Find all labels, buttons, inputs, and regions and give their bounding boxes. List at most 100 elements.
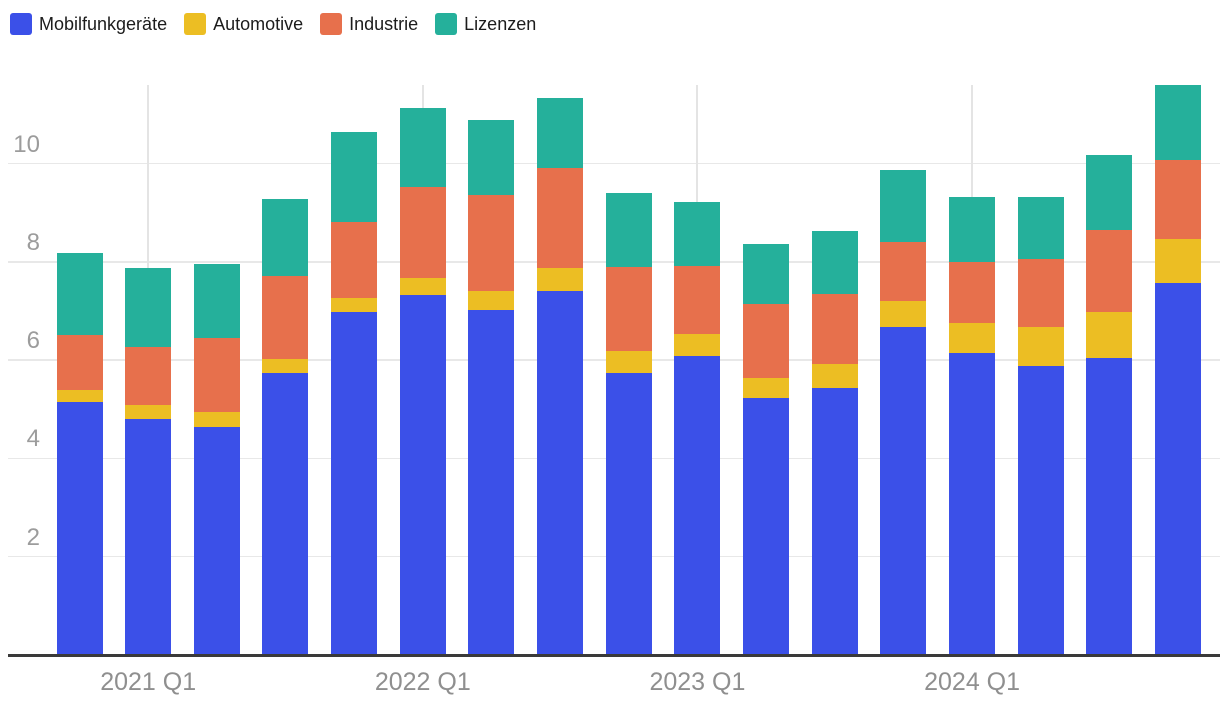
bar-segment-industrie[interactable] <box>56 335 103 390</box>
bar-2023-q2 <box>743 243 790 655</box>
bar-segment-industrie[interactable] <box>399 186 446 278</box>
bar-segment-lizenzen[interactable] <box>331 131 378 222</box>
bar-segment-industrie[interactable] <box>1086 229 1133 312</box>
bar-2022-q1 <box>399 108 446 655</box>
bar-2021-q1 <box>125 268 172 655</box>
x-tick-label: 2021 Q1 <box>100 668 197 696</box>
bar-2024-q2 <box>1017 196 1064 655</box>
bar-segment-lizenzen[interactable] <box>605 193 652 268</box>
bar-segment-automotive[interactable] <box>537 268 584 292</box>
bar-segment-automotive[interactable] <box>262 358 309 373</box>
x-tick-label: 2024 Q1 <box>924 668 1021 696</box>
bar-2024-q3 <box>1086 155 1133 655</box>
bar-segment-industrie[interactable] <box>743 303 790 378</box>
bar-segment-lizenzen[interactable] <box>1155 84 1202 161</box>
legend-swatch-icon <box>435 13 458 35</box>
x-tick-label: 2023 Q1 <box>649 668 746 696</box>
bar-2021-q2 <box>193 264 240 655</box>
bar-segment-lizenzen[interactable] <box>811 231 858 295</box>
bar-segment-industrie[interactable] <box>262 276 309 359</box>
legend-swatch-icon <box>320 13 343 35</box>
bar-segment-mobilfunkgeraete[interactable] <box>468 310 515 655</box>
y-tick-label: 8 <box>26 228 40 256</box>
legend-item-mobilfunkgeraete[interactable]: Mobilfunkgeräte <box>10 13 167 35</box>
bar-segment-automotive[interactable] <box>399 277 446 296</box>
legend-item-automotive[interactable]: Automotive <box>184 13 303 35</box>
bar-segment-lizenzen[interactable] <box>193 264 240 338</box>
bar-segment-mobilfunkgeraete[interactable] <box>399 295 446 655</box>
bar-segment-mobilfunkgeraete[interactable] <box>193 427 240 655</box>
bar-2022-q4 <box>605 193 652 655</box>
bar-segment-automotive[interactable] <box>743 377 790 399</box>
bar-segment-mobilfunkgeraete[interactable] <box>949 352 996 655</box>
bar-segment-lizenzen[interactable] <box>125 268 172 348</box>
x-tick-label: 2022 Q1 <box>374 668 471 696</box>
legend-item-lizenzen[interactable]: Lizenzen <box>435 13 536 35</box>
bar-segment-mobilfunkgeraete[interactable] <box>262 372 309 655</box>
legend-item-industrie[interactable]: Industrie <box>320 13 418 35</box>
bar-segment-mobilfunkgeraete[interactable] <box>1017 365 1064 655</box>
bar-2023-q3 <box>811 231 858 655</box>
bar-segment-mobilfunkgeraete[interactable] <box>674 356 721 655</box>
bar-segment-lizenzen[interactable] <box>743 243 790 304</box>
bar-segment-automotive[interactable] <box>56 389 103 403</box>
bar-2021-q4 <box>331 131 378 655</box>
bar-segment-lizenzen[interactable] <box>1086 155 1133 230</box>
bar-segment-industrie[interactable] <box>605 267 652 352</box>
bar-segment-automotive[interactable] <box>605 351 652 373</box>
y-gridline <box>8 162 1220 165</box>
legend-label: Mobilfunkgeräte <box>39 13 168 34</box>
bar-segment-lizenzen[interactable] <box>880 169 927 243</box>
bar-segment-industrie[interactable] <box>331 221 378 298</box>
bar-segment-mobilfunkgeraete[interactable] <box>1155 283 1202 655</box>
bar-segment-mobilfunkgeraete[interactable] <box>743 398 790 655</box>
bar-segment-automotive[interactable] <box>468 290 515 311</box>
bar-segment-automotive[interactable] <box>811 363 858 389</box>
bar-segment-lizenzen[interactable] <box>399 108 446 187</box>
legend-swatch-icon <box>184 13 207 35</box>
bar-segment-industrie[interactable] <box>468 194 515 291</box>
bar-2020-q4 <box>56 252 103 655</box>
bar-segment-lizenzen[interactable] <box>468 119 515 195</box>
bar-segment-mobilfunkgeraete[interactable] <box>811 388 858 655</box>
y-tick-label: 10 <box>13 130 40 158</box>
bar-segment-lizenzen[interactable] <box>949 196 996 262</box>
bar-segment-industrie[interactable] <box>537 168 584 269</box>
bar-segment-mobilfunkgeraete[interactable] <box>1086 357 1133 655</box>
bar-segment-lizenzen[interactable] <box>674 201 721 267</box>
bar-segment-mobilfunkgeraete[interactable] <box>605 372 652 655</box>
bar-segment-mobilfunkgeraete[interactable] <box>331 311 378 655</box>
bar-2021-q3 <box>262 198 309 655</box>
bar-segment-lizenzen[interactable] <box>262 198 309 277</box>
bar-segment-industrie[interactable] <box>125 347 172 406</box>
chart-legend: Mobilfunkgeräte Automotive Industrie Lizenz… <box>10 13 536 35</box>
bar-segment-automotive[interactable] <box>1017 326 1064 366</box>
bar-segment-lizenzen[interactable] <box>1017 196 1064 259</box>
bar-segment-industrie[interactable] <box>880 242 927 301</box>
bar-segment-automotive[interactable] <box>949 322 996 353</box>
bar-segment-industrie[interactable] <box>674 266 721 334</box>
bar-segment-automotive[interactable] <box>674 333 721 357</box>
bar-segment-automotive[interactable] <box>880 300 927 327</box>
bar-2023-q4 <box>880 169 927 655</box>
bar-segment-industrie[interactable] <box>1155 160 1202 240</box>
legend-label: Lizenzen <box>464 13 537 34</box>
bar-segment-industrie[interactable] <box>1017 258 1064 327</box>
legend-label: Industrie <box>349 13 419 34</box>
bar-segment-automotive[interactable] <box>1086 311 1133 358</box>
bar-segment-industrie[interactable] <box>193 338 240 413</box>
bar-segment-automotive[interactable] <box>125 405 172 419</box>
bar-segment-lizenzen[interactable] <box>56 252 103 336</box>
bar-2024-q1 <box>949 196 996 655</box>
bar-segment-automotive[interactable] <box>193 412 240 428</box>
bar-segment-industrie[interactable] <box>811 294 858 364</box>
bar-2022-q3 <box>537 98 584 655</box>
bar-segment-automotive[interactable] <box>331 297 378 312</box>
bar-segment-mobilfunkgeraete[interactable] <box>880 326 927 655</box>
bar-segment-automotive[interactable] <box>1155 239 1202 284</box>
bar-segment-mobilfunkgeraete[interactable] <box>537 291 584 655</box>
bar-segment-mobilfunkgeraete[interactable] <box>56 402 103 655</box>
bar-segment-industrie[interactable] <box>949 261 996 323</box>
bar-segment-lizenzen[interactable] <box>537 98 584 169</box>
bar-segment-mobilfunkgeraete[interactable] <box>125 418 172 655</box>
